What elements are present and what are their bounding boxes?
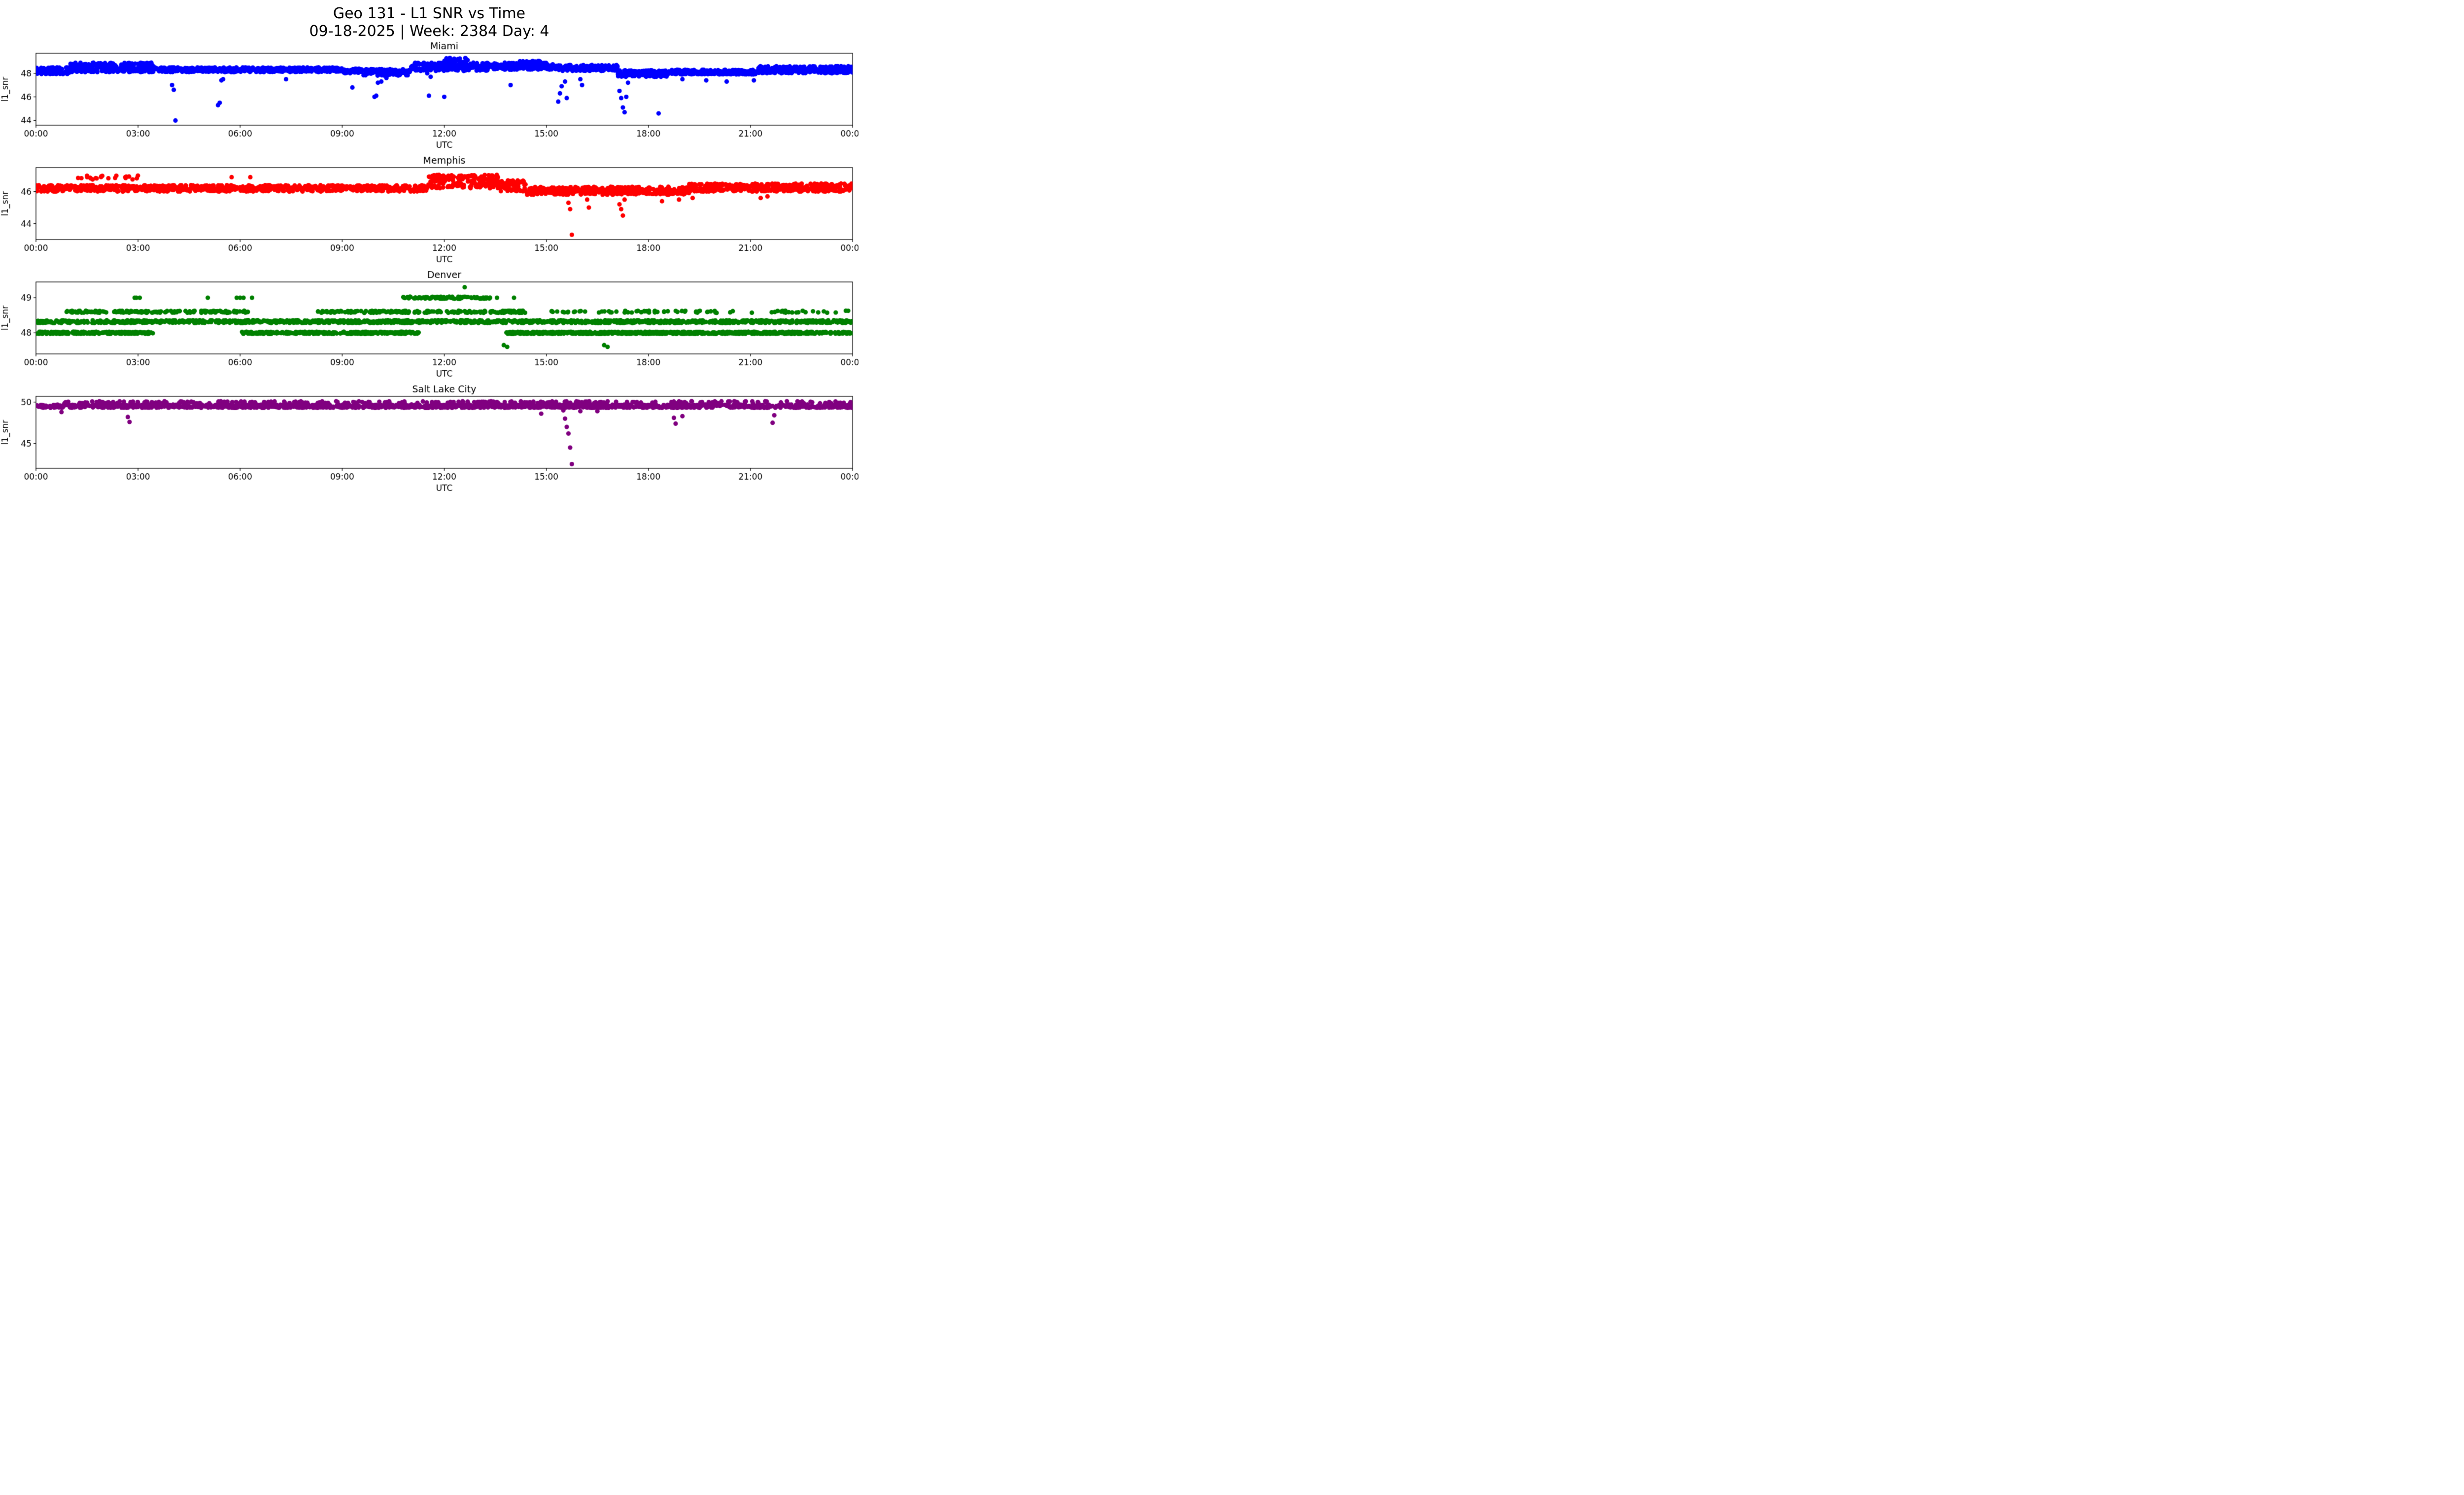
miami-snr-plot	[0, 40, 858, 155]
snr-figure: Geo 131 - L1 SNR vs Time 09-18-2025 | We…	[0, 0, 858, 498]
figure-title: Geo 131 - L1 SNR vs Time	[333, 5, 526, 22]
figure-subtitle: 09-18-2025 | Week: 2384 Day: 4	[309, 23, 549, 40]
memphis-snr-plot	[0, 155, 858, 269]
denver-snr-plot	[0, 269, 858, 383]
salt-lake-city-snr-plot	[0, 383, 858, 498]
